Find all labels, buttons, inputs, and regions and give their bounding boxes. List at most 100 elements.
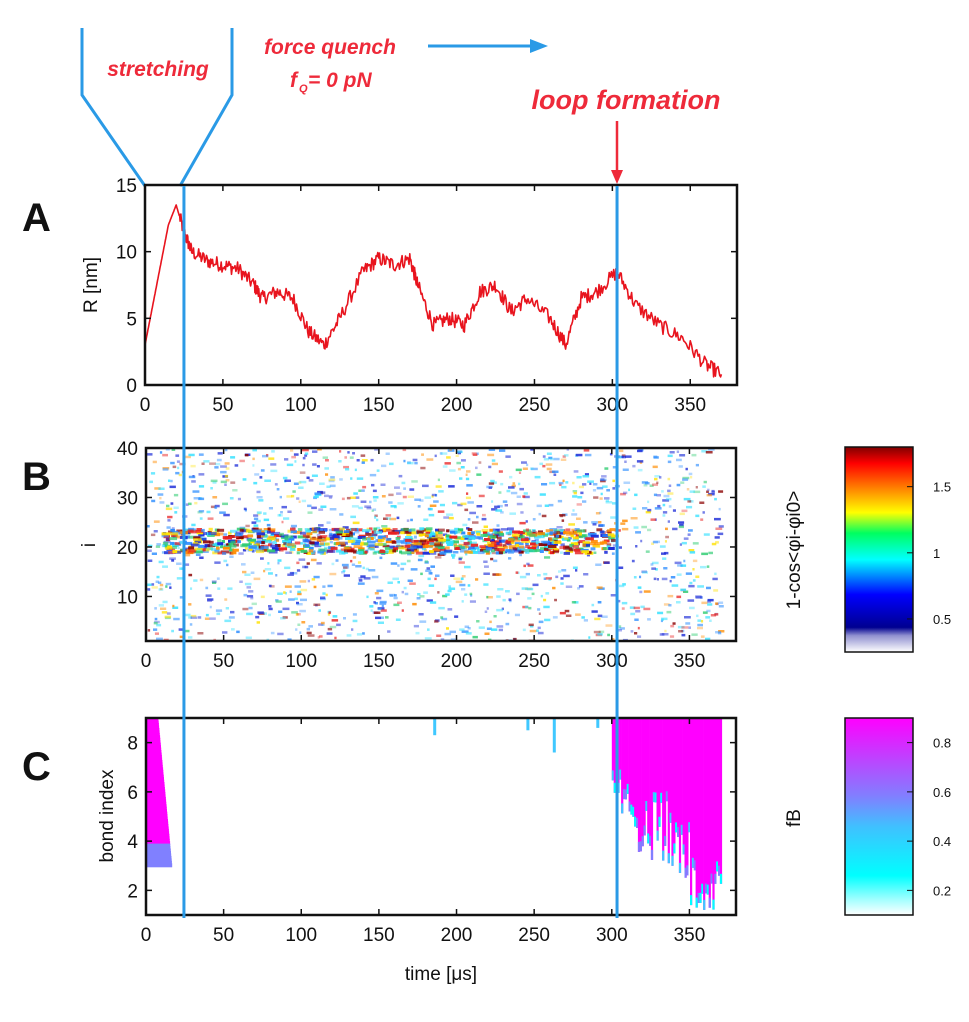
heat-cell xyxy=(333,537,339,541)
heat-cell xyxy=(576,503,582,506)
heat-cell xyxy=(695,596,703,599)
heat-cell xyxy=(714,873,717,884)
heat-cell xyxy=(300,549,308,553)
heat-cell xyxy=(448,585,451,588)
heat-cell xyxy=(572,490,578,493)
heat-cell xyxy=(232,489,238,492)
heat-cell xyxy=(700,620,704,623)
heat-cell xyxy=(310,558,317,562)
heat-cell xyxy=(284,585,292,588)
heat-cell xyxy=(602,485,608,488)
heat-cell xyxy=(250,540,255,544)
heat-cell xyxy=(507,527,514,531)
heat-cell xyxy=(413,542,422,546)
heat-cell xyxy=(395,618,401,621)
heat-cell xyxy=(199,556,204,559)
heat-cell xyxy=(545,463,553,466)
heat-cell xyxy=(647,718,650,844)
heat-cell xyxy=(611,538,617,542)
heat-cell xyxy=(350,559,353,563)
heat-cell xyxy=(668,484,672,487)
heat-cell xyxy=(591,610,598,613)
heat-cell xyxy=(544,556,551,559)
heat-cell xyxy=(146,799,167,804)
heat-cell xyxy=(375,616,382,620)
heat-cell xyxy=(268,528,276,532)
heat-cell xyxy=(599,478,607,482)
heat-cell xyxy=(653,456,659,459)
heat-cell xyxy=(681,626,689,629)
heat-cell xyxy=(198,544,205,548)
heat-cell xyxy=(212,481,217,484)
heat-cell xyxy=(487,596,493,599)
heat-cell xyxy=(580,491,584,495)
heat-cell xyxy=(634,618,639,621)
heat-cell xyxy=(575,453,583,457)
heat-cell xyxy=(467,501,474,504)
heat-cell xyxy=(339,513,344,516)
heat-cell xyxy=(653,540,660,544)
heat-cell xyxy=(296,613,301,616)
heat-cell xyxy=(596,486,604,490)
heat-cell xyxy=(464,508,469,512)
heat-cell xyxy=(553,541,562,544)
heat-cell xyxy=(718,507,721,511)
heat-cell xyxy=(466,492,469,495)
heat-cell xyxy=(429,551,437,555)
heat-cell xyxy=(539,462,543,466)
heat-cell xyxy=(693,718,696,871)
heat-cell xyxy=(235,533,243,537)
heat-cell xyxy=(505,539,515,543)
heat-cell xyxy=(146,752,162,757)
heat-cell xyxy=(620,492,626,496)
heat-cell xyxy=(271,531,281,535)
heat-cell xyxy=(549,528,558,531)
heat-cell xyxy=(662,557,667,560)
heat-cell xyxy=(487,535,491,539)
heat-cell xyxy=(530,467,534,470)
heat-cell xyxy=(353,492,358,495)
heat-cell xyxy=(501,539,510,543)
heat-cell xyxy=(190,614,197,618)
heat-cell xyxy=(146,718,159,722)
heat-cell xyxy=(649,835,652,846)
heat-cell xyxy=(465,552,468,556)
heat-cell xyxy=(667,853,670,864)
heat-cell xyxy=(162,565,168,568)
heat-cell xyxy=(530,542,536,546)
heat-cell xyxy=(503,545,508,549)
heat-cell xyxy=(718,605,724,608)
heat-cell xyxy=(156,543,161,546)
heat-cell xyxy=(427,577,431,581)
heat-cell xyxy=(274,483,278,486)
heat-cell xyxy=(657,611,664,615)
heat-cell xyxy=(146,838,170,843)
loop-arrow-icon xyxy=(611,121,623,184)
heat-cell xyxy=(526,718,530,731)
heat-cell xyxy=(193,538,202,542)
heat-cell xyxy=(146,737,161,742)
heat-cell xyxy=(455,530,460,534)
heat-cell xyxy=(251,602,257,606)
heat-cell xyxy=(475,466,478,470)
heat-cell xyxy=(324,494,329,498)
heat-cell xyxy=(147,583,152,586)
heat-cell xyxy=(608,536,615,540)
heat-cell xyxy=(224,474,229,478)
heat-cell xyxy=(689,551,696,554)
heat-cell xyxy=(551,547,557,550)
heat-cell xyxy=(401,609,404,612)
heat-cell xyxy=(461,630,469,633)
heat-cell xyxy=(302,538,308,542)
heat-cell xyxy=(318,508,324,511)
heat-cell xyxy=(147,629,151,632)
heat-cell xyxy=(413,545,423,549)
heat-cell xyxy=(224,619,232,623)
quench-arrow-icon xyxy=(428,39,548,53)
heat-cell xyxy=(626,783,629,794)
heat-cell xyxy=(411,480,418,483)
heat-cell xyxy=(574,551,584,555)
heat-cell xyxy=(277,592,283,595)
heat-cell xyxy=(216,577,220,580)
heat-cell xyxy=(460,577,464,580)
